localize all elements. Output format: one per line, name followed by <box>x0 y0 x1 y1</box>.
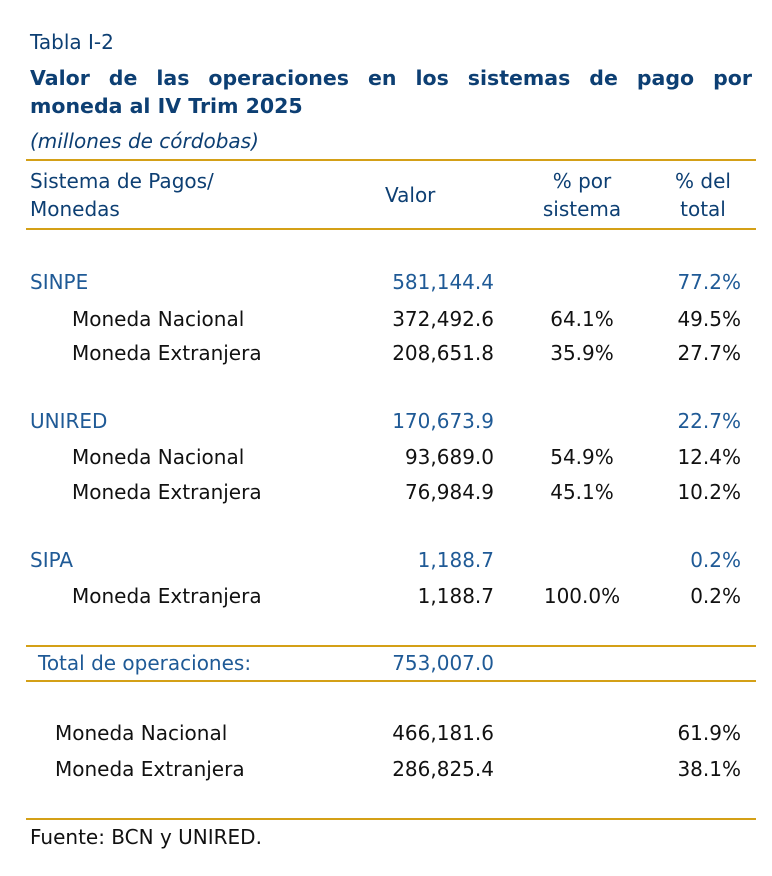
total-top-rule <box>26 645 756 647</box>
title-line-1: Valor de las operaciones en los sistemas… <box>30 66 752 90</box>
header-pct-system-1: % por <box>552 169 612 193</box>
group-name: SINPE <box>30 270 89 294</box>
row-value: 1,188.7 <box>417 584 494 608</box>
header-pct-total-2: total <box>680 197 726 221</box>
row-label: Moneda Extranjera <box>72 341 262 365</box>
row-pct-total: 49.5% <box>677 307 741 331</box>
group-name: UNIRED <box>30 409 108 433</box>
source-rule <box>26 818 756 820</box>
row-value: 76,984.9 <box>404 480 494 504</box>
total-label: Total de operaciones: <box>38 651 252 675</box>
header-top-rule <box>26 159 756 161</box>
total-value: 753,007.0 <box>392 651 494 675</box>
group-value: 170,673.9 <box>392 409 494 433</box>
row-value: 372,492.6 <box>392 307 494 331</box>
total-bottom-rule <box>26 680 756 682</box>
header-pct-total-1: % del <box>675 169 731 193</box>
group-name: SIPA <box>30 548 74 572</box>
row-label: Moneda Extranjera <box>72 480 262 504</box>
row-value: 208,651.8 <box>392 341 494 365</box>
header-pct-system-2: sistema <box>542 197 622 221</box>
row-pct-total: 12.4% <box>677 445 741 469</box>
title-line-2: moneda al IV Trim 2025 <box>30 94 303 118</box>
summary-value: 466,181.6 <box>392 721 494 745</box>
row-pct-total: 27.7% <box>677 341 741 365</box>
summary-label: Moneda Nacional <box>55 721 228 745</box>
row-pct-total: 0.2% <box>690 584 741 608</box>
summary-value: 286,825.4 <box>392 757 494 781</box>
summary-label: Moneda Extranjera <box>55 757 245 781</box>
row-label: Moneda Nacional <box>72 445 245 469</box>
header-bottom-rule <box>26 228 756 230</box>
row-label: Moneda Extranjera <box>72 584 262 608</box>
group-pct-total: 77.2% <box>677 270 741 294</box>
summary-pct-total: 38.1% <box>677 757 741 781</box>
group-value: 1,188.7 <box>417 548 494 572</box>
units-note: (millones de córdobas) <box>30 129 259 153</box>
header-value: Valor <box>385 183 436 207</box>
group-value: 581,144.4 <box>392 270 494 294</box>
row-label: Moneda Nacional <box>72 307 245 331</box>
row-pct-system: 54.9% <box>550 445 614 469</box>
row-pct-system: 35.9% <box>550 341 614 365</box>
row-value: 93,689.0 <box>404 445 494 469</box>
row-pct-system: 45.1% <box>550 480 614 504</box>
table-label: Tabla I-2 <box>30 30 114 54</box>
summary-pct-total: 61.9% <box>677 721 741 745</box>
row-pct-total: 10.2% <box>677 480 741 504</box>
group-pct-total: 22.7% <box>677 409 741 433</box>
group-pct-total: 0.2% <box>690 548 741 572</box>
header-system-2: Monedas <box>30 197 120 221</box>
header-system-1: Sistema de Pagos/ <box>30 169 214 193</box>
row-pct-system: 100.0% <box>543 584 621 608</box>
row-pct-system: 64.1% <box>550 307 614 331</box>
source-note: Fuente: BCN y UNIRED. <box>30 825 262 849</box>
